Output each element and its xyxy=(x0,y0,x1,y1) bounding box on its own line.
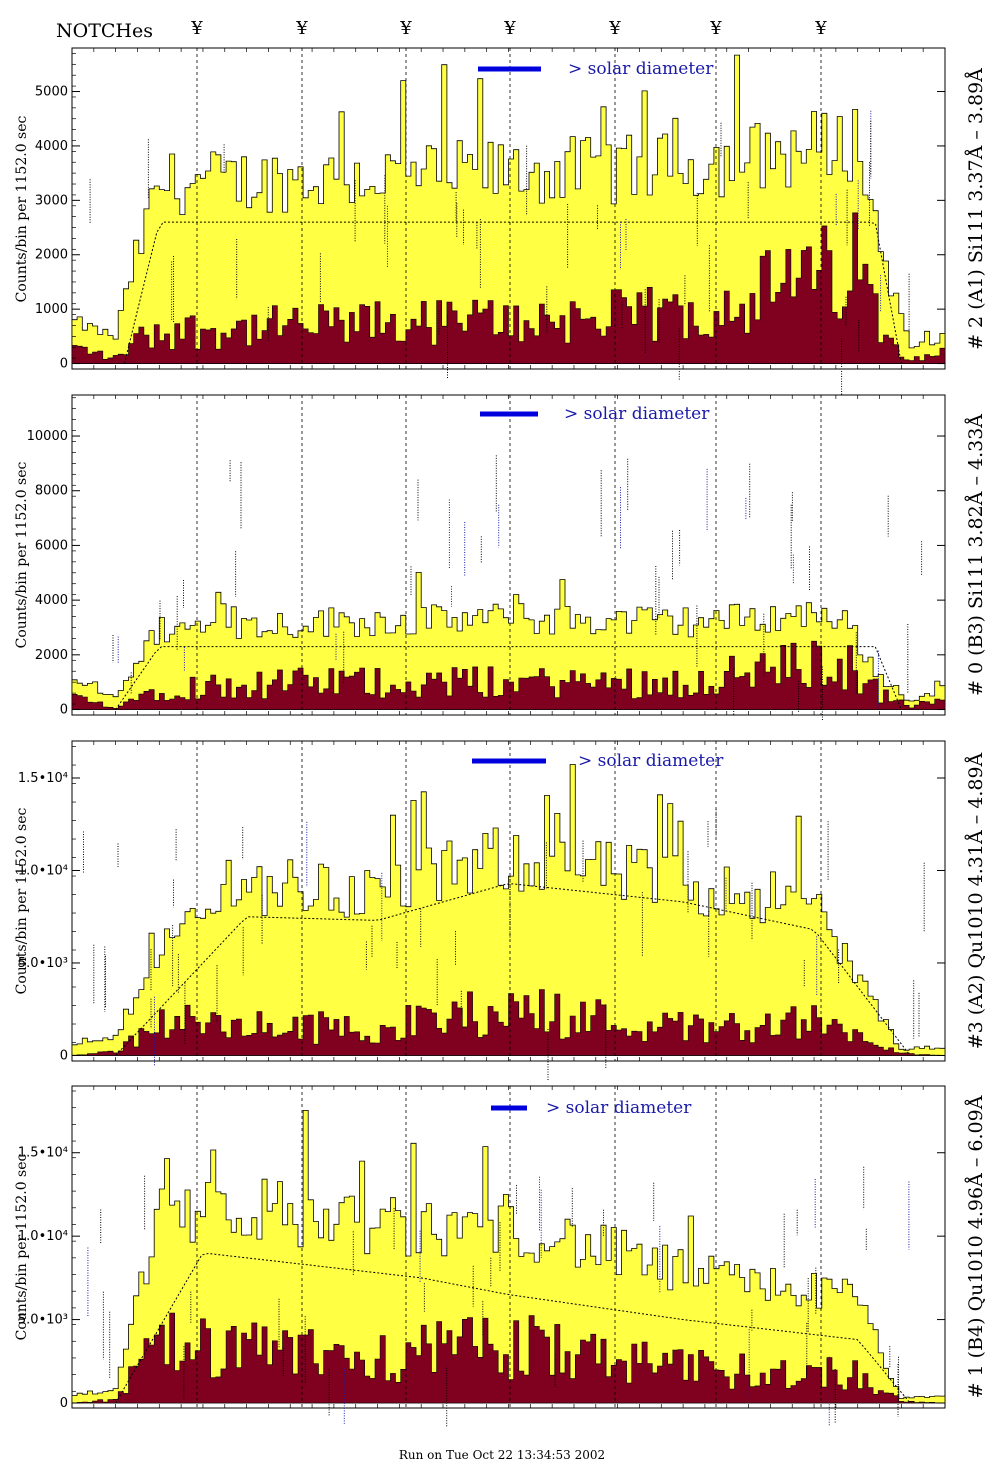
y-tick-label: 1000 xyxy=(35,302,68,317)
panel-2: 0 5.0•10³ 1.0•10⁴ 1.5•10⁴ > solar diameter xyxy=(18,740,946,1081)
channel-label: # 2 (A1) Si111 3.37Å – 3.89Å xyxy=(965,67,987,350)
y-tick-label: 2000 xyxy=(35,248,68,263)
background-histogram xyxy=(71,1312,946,1404)
y-axis-label: Counts/bin per 1152.0 sec xyxy=(14,1153,30,1341)
model-curve xyxy=(115,646,902,710)
counts-histogram xyxy=(71,1110,946,1404)
y-tick-label: 6000 xyxy=(35,538,68,553)
y-tick-label: 8000 xyxy=(35,484,68,499)
y-tick-label: 1.5•10⁴ xyxy=(18,771,68,786)
y-tick-label: 2000 xyxy=(35,648,68,663)
panel-0: 0 1000 2000 3000 4000 5000 > solar diameter xyxy=(35,47,946,397)
panel-3: 0 5.0•10³ 1.0•10⁴ 1.5•10⁴ > solar diameter xyxy=(18,1085,946,1427)
model-curve xyxy=(115,1252,911,1404)
solar-diameter-label: > solar diameter xyxy=(546,1098,692,1118)
y-tick-label: 1.0•10⁴ xyxy=(18,1229,68,1244)
notch-marker: ¥ xyxy=(191,18,203,39)
model-curve xyxy=(123,221,902,364)
notch-marker: ¥ xyxy=(296,18,308,39)
notch-marker: ¥ xyxy=(504,18,516,39)
solar-diameter-label: > solar diameter xyxy=(578,751,724,771)
counts-histogram xyxy=(71,54,946,364)
y-tick-label: 5.0•10³ xyxy=(18,1313,68,1328)
notches-label: NOTCHes xyxy=(56,20,153,42)
y-axis-label: Counts/bin per 1152.0 sec xyxy=(14,807,30,995)
panel-1: 0 2000 4000 6000 8000 10000 > solar diameter xyxy=(27,394,946,721)
y-tick-label: 1.0•10⁴ xyxy=(18,863,68,878)
y-tick-label: 5.0•10³ xyxy=(18,956,68,971)
y-tick-label: 5000 xyxy=(35,85,68,100)
channel-label: # 1 (B4) Qu1010 4.96Å – 6.09Å xyxy=(965,1095,987,1399)
background-histogram xyxy=(71,212,946,364)
y-tick-label: 1.5•10⁴ xyxy=(18,1146,68,1161)
y-tick-label: 0 xyxy=(60,1048,68,1063)
solar-diameter-label: > solar diameter xyxy=(568,59,714,79)
model-curve xyxy=(115,883,911,1056)
background-histogram xyxy=(71,640,946,710)
solar-diameter-label: > solar diameter xyxy=(564,404,710,424)
channel-label: #3 (A2) Qu1010 4.31Å – 4.89Å xyxy=(965,752,987,1050)
y-tick-label: 0 xyxy=(60,1396,68,1411)
background-histogram xyxy=(71,989,946,1056)
notch-marker: ¥ xyxy=(815,18,827,39)
y-tick-label: 3000 xyxy=(35,193,68,208)
notch-marker: ¥ xyxy=(400,18,412,39)
y-tick-label: 4000 xyxy=(35,593,68,608)
counts-histogram xyxy=(71,764,946,1056)
y-tick-label: 0 xyxy=(60,357,68,372)
y-axis-label: Counts/bin per 1152.0 sec xyxy=(14,461,30,649)
notch-marker: ¥ xyxy=(609,18,621,39)
y-axis-label: Counts/bin per 1152.0 sec xyxy=(14,115,30,302)
channel-label: # 0 (B3) Si111 3.82Å – 4.33Å xyxy=(965,413,987,697)
run-timestamp: Run on Tue Oct 22 13:34:53 2002 xyxy=(398,1448,606,1462)
y-tick-label: 10000 xyxy=(27,429,68,444)
y-tick-label: 4000 xyxy=(35,139,68,154)
notch-marker: ¥ xyxy=(710,18,722,39)
y-tick-label: 0 xyxy=(60,703,68,718)
